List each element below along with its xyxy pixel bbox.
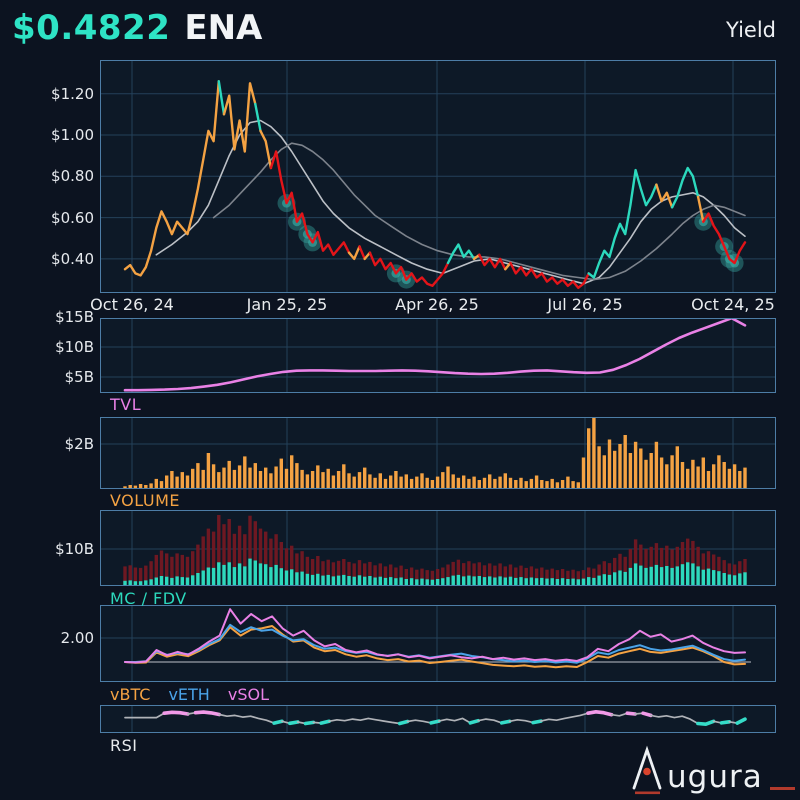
price-chart-panel[interactable]	[100, 60, 776, 293]
legend-veth: vETH	[168, 685, 210, 704]
price-chart[interactable]	[100, 60, 776, 293]
y-axis-tick: $0.40	[51, 249, 94, 268]
yield-label: Yield	[726, 18, 776, 42]
logo-underline-icon	[635, 791, 660, 795]
tvl-chart[interactable]	[100, 318, 776, 393]
x-axis: Oct 26, 24 Jan 25, 25 Apr 26, 25 Jul 26,…	[0, 295, 800, 314]
augura-logo: ugura	[627, 743, 799, 795]
mcfdv-chart[interactable]	[100, 510, 776, 586]
tvl-chart-panel[interactable]	[100, 318, 776, 393]
rsi-chart[interactable]	[100, 705, 776, 733]
y-axis-tick: $10B	[55, 539, 94, 558]
ratio-chart-panel[interactable]	[100, 605, 776, 682]
y-axis-tick: $1.20	[51, 84, 94, 103]
logo-underscore-icon	[770, 787, 795, 790]
ticker-header: $0.4822 ENA	[12, 8, 262, 48]
tvl-caption: TVL	[110, 395, 142, 414]
y-axis-tick: $2B	[64, 435, 94, 453]
y-axis-tick: $0.80	[51, 167, 94, 186]
legend-vsol: vSOL	[227, 685, 269, 704]
x-tick-date: Jan 25, 25	[246, 295, 328, 314]
logo-triangle-icon	[632, 745, 662, 790]
y-axis-tick: $15B	[55, 307, 94, 326]
y-axis-tick: 2.00	[60, 629, 94, 647]
ratio-legend: vBTC vETH vSOL	[110, 685, 269, 704]
logo-text: ugura	[667, 759, 763, 795]
mcfdv-chart-panel[interactable]	[100, 510, 776, 586]
volume-chart[interactable]	[100, 417, 776, 489]
y-axis-tick: $0.60	[51, 208, 94, 227]
y-axis-tick: $10B	[55, 337, 94, 356]
y-axis-tick: $1.00	[51, 125, 94, 144]
y-axis-tick: $5B	[64, 367, 94, 386]
rsi-caption: RSI	[110, 736, 138, 755]
mcfdv-caption: MC / FDV	[110, 589, 187, 608]
x-tick-date: Jul 26, 25	[547, 295, 623, 314]
x-tick-date: Apr 26, 25	[395, 295, 479, 314]
ticker-symbol: ENA	[184, 8, 263, 48]
volume-caption: VOLUME	[110, 491, 180, 510]
volume-chart-panel[interactable]	[100, 417, 776, 489]
logo-dot-icon	[643, 767, 651, 776]
legend-vbtc: vBTC	[110, 685, 151, 704]
price-value: $0.4822	[12, 8, 171, 48]
ratio-chart[interactable]	[100, 605, 776, 682]
x-tick-date: Oct 24, 25	[691, 295, 775, 314]
rsi-chart-panel[interactable]	[100, 705, 776, 733]
x-tick-date: Oct 26, 24	[90, 295, 174, 314]
